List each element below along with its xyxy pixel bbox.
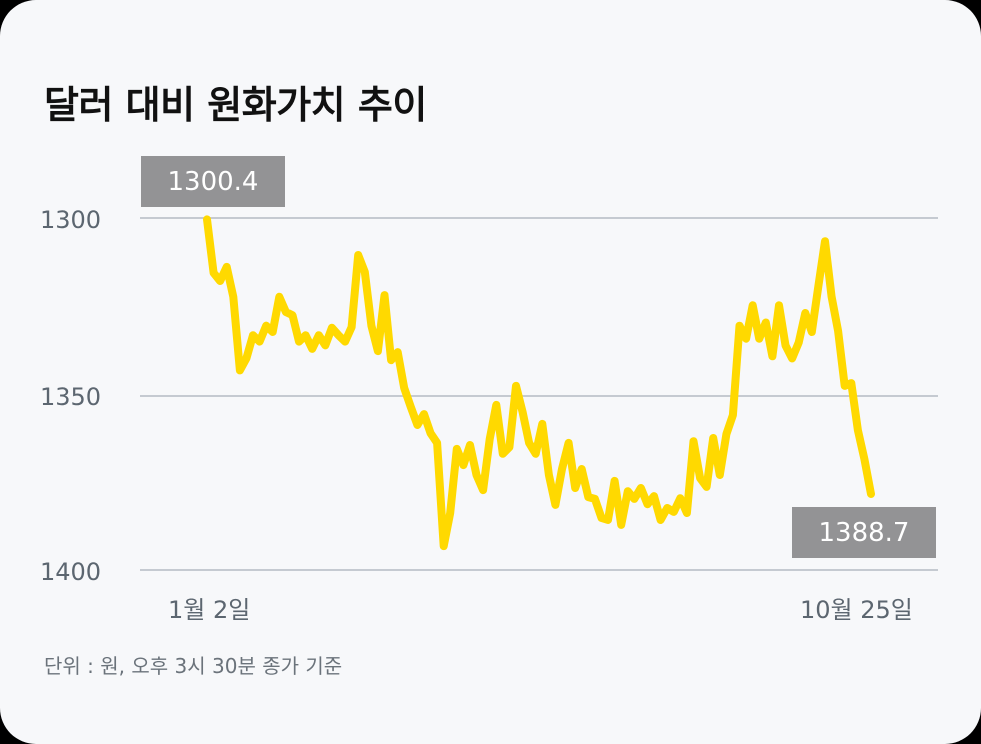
- exchange-rate-line: [203, 215, 875, 551]
- y-tick-1350: 1350: [40, 383, 102, 411]
- y-tick-1400: 1400: [40, 558, 102, 586]
- end-value-callout: 1388.7: [792, 507, 936, 558]
- start-value-callout: 1300.4: [141, 156, 285, 207]
- x-tick-start: 1월 2일: [168, 596, 251, 624]
- unit-note: 단위 : 원, 오후 3시 30분 종가 기준: [44, 654, 343, 678]
- chart-title: 달러 대비 원화가치 추이: [44, 83, 427, 127]
- y-tick-1300: 1300: [40, 206, 102, 234]
- x-tick-end: 10월 25일: [800, 596, 913, 624]
